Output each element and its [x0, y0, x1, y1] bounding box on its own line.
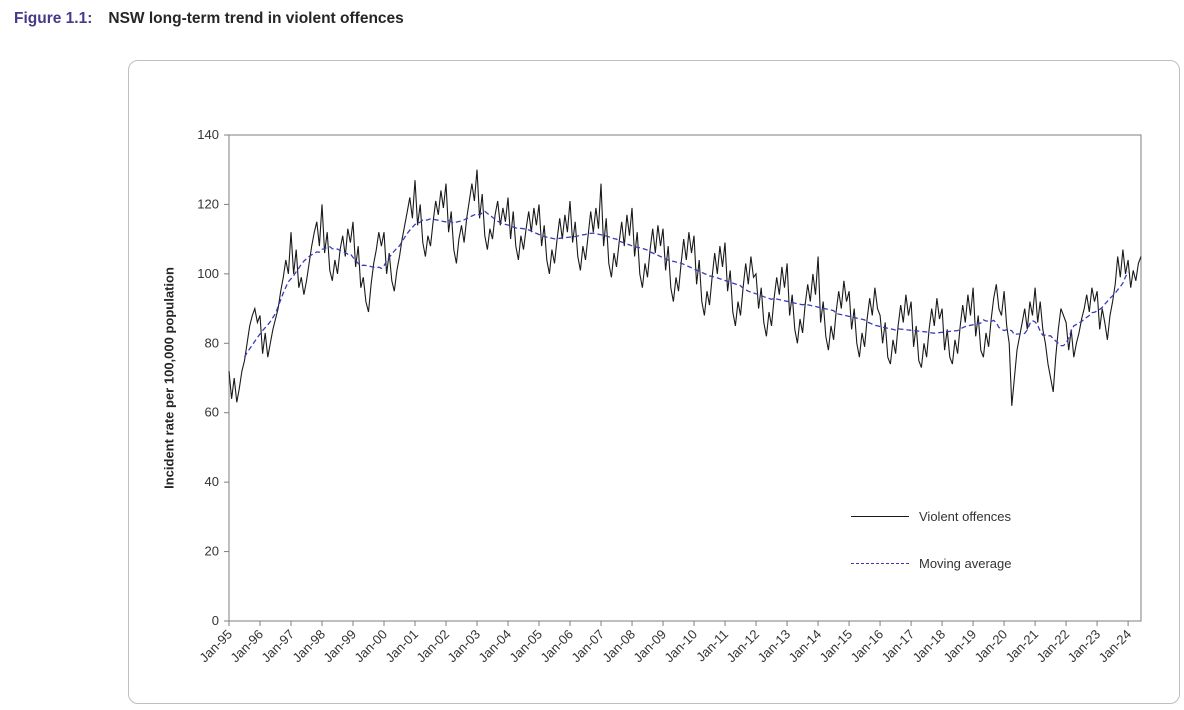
x-tick-label: Jan-17 — [878, 627, 917, 666]
x-tick-label: Jan-00 — [351, 627, 390, 666]
y-tick-label: 140 — [197, 127, 219, 142]
x-tick-label: Jan-98 — [289, 627, 328, 666]
x-tick-label: Jan-04 — [475, 627, 514, 666]
x-tick-label: Jan-05 — [506, 627, 545, 666]
x-tick-label: Jan-11 — [693, 627, 731, 665]
x-tick-label: Jan-07 — [568, 627, 607, 666]
y-tick-label: 120 — [197, 196, 219, 211]
x-tick-label: Jan-99 — [320, 627, 359, 666]
x-tick-label: Jan-95 — [196, 627, 235, 666]
y-tick-label: 0 — [212, 613, 219, 628]
y-tick-label: 40 — [205, 474, 219, 489]
x-tick-label: Jan-21 — [1002, 627, 1041, 666]
violent-offences-line — [228, 169, 1142, 406]
legend-swatch-solid-line-icon — [851, 515, 909, 517]
x-tick-label: Jan-96 — [227, 627, 266, 666]
x-tick-label: Jan-18 — [909, 627, 948, 666]
y-tick-label: 60 — [205, 405, 219, 420]
x-tick-label: Jan-02 — [413, 627, 452, 666]
x-tick-label: Jan-20 — [971, 627, 1010, 666]
x-tick-label: Jan-16 — [847, 627, 886, 666]
legend-label-violent-offences: Violent offences — [919, 508, 1012, 524]
y-tick-label: 20 — [205, 544, 219, 559]
x-tick-label: Jan-19 — [940, 627, 979, 666]
figure-label: Figure 1.1: — [14, 10, 93, 27]
x-tick-label: Jan-01 — [382, 627, 421, 666]
legend-label-moving-average: Moving average — [919, 555, 1012, 571]
x-tick-label: Jan-13 — [754, 627, 793, 666]
y-tick-label: 100 — [197, 266, 219, 281]
moving-average-line — [243, 210, 1129, 358]
x-tick-label: Jan-15 — [816, 627, 855, 666]
x-tick-label: Jan-23 — [1064, 627, 1103, 666]
figure-title-text: NSW long-term trend in violent offences — [108, 10, 404, 27]
y-tick-label: 80 — [205, 335, 219, 350]
x-tick-label: Jan-12 — [723, 627, 762, 666]
x-tick-label: Jan-08 — [599, 627, 638, 666]
x-tick-label: Jan-22 — [1033, 627, 1072, 666]
line-chart: 020406080100120140Jan-95Jan-96Jan-97Jan-… — [196, 127, 1142, 666]
plot-area-border — [228, 134, 1142, 622]
legend-item-violent-offences: Violent offences — [851, 507, 1012, 525]
x-tick-label: Jan-06 — [537, 627, 576, 666]
x-tick-label: Jan-03 — [444, 627, 483, 666]
chart-container: Incident rate per 100,000 population 0 20… — [128, 60, 1180, 704]
chart-legend: Violent offences Moving average — [851, 507, 1012, 572]
legend-swatch-dashed-line-icon — [851, 562, 909, 564]
x-tick-label: Jan-97 — [258, 627, 297, 666]
x-tick-label: Jan-24 — [1095, 627, 1134, 666]
legend-item-moving-average: Moving average — [851, 554, 1012, 572]
x-tick-label: Jan-09 — [630, 627, 669, 666]
x-tick-label: Jan-10 — [661, 627, 700, 666]
x-tick-label: Jan-14 — [785, 627, 824, 666]
figure-title: Figure 1.1: NSW long-term trend in viole… — [14, 10, 404, 28]
